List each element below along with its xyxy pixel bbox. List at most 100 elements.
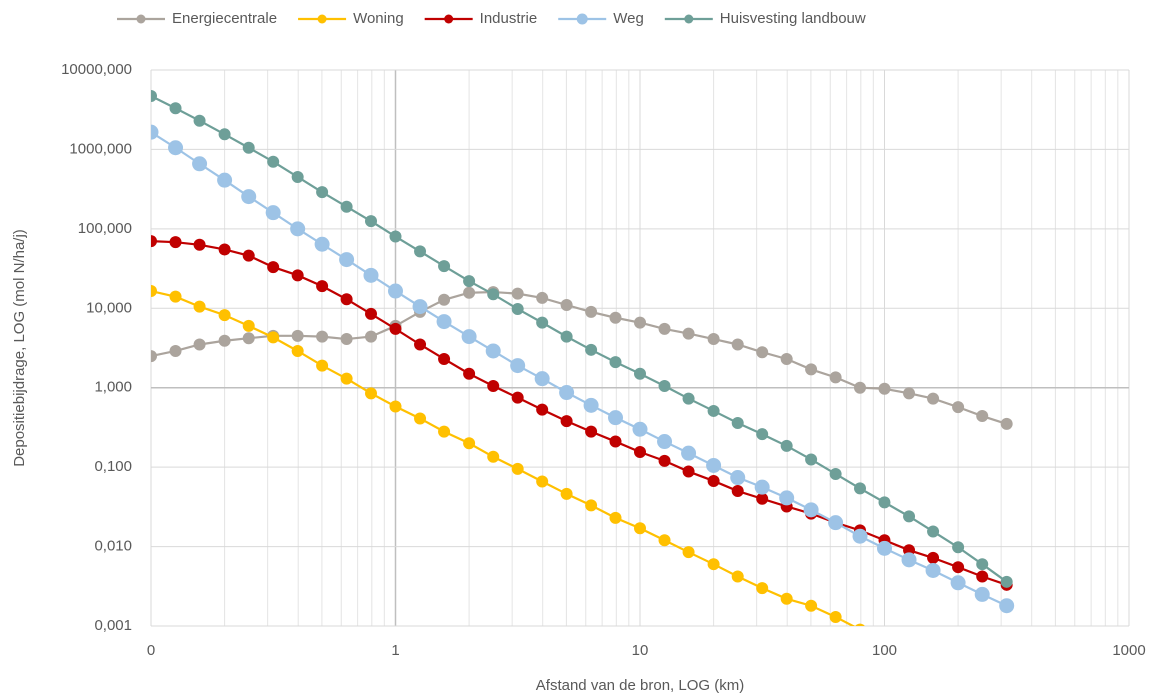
data-point [389, 322, 402, 335]
data-point [511, 287, 524, 300]
series-line [151, 131, 1008, 607]
data-point [706, 457, 722, 473]
data-point [682, 465, 695, 478]
data-point [242, 249, 255, 262]
data-point [805, 363, 818, 376]
y-tick-label: 10,000 [86, 299, 132, 316]
legend-marker [444, 14, 454, 24]
data-point [487, 288, 500, 301]
data-point [1000, 417, 1013, 430]
data-point [193, 238, 206, 251]
data-point [291, 269, 304, 282]
data-point [536, 475, 549, 488]
data-point [511, 391, 524, 404]
data-point [463, 437, 476, 450]
data-point [855, 623, 865, 626]
data-point [976, 558, 989, 571]
y-tick-label: 10000,000 [61, 61, 132, 78]
data-point [756, 582, 769, 595]
x-tick-label: 0 [147, 642, 155, 659]
data-point [609, 356, 622, 369]
data-point [414, 338, 427, 351]
data-point [463, 367, 476, 380]
data-point [314, 236, 330, 252]
data-point [365, 387, 378, 400]
data-point [730, 470, 746, 486]
data-point [193, 300, 206, 313]
data-point [168, 140, 184, 156]
data-point [634, 446, 646, 459]
data-point [780, 439, 793, 452]
data-point [560, 298, 573, 311]
data-point [485, 343, 501, 359]
data-point [852, 528, 868, 544]
data-point [463, 275, 476, 288]
data-point [316, 359, 329, 372]
data-point [854, 381, 867, 394]
data-point [151, 235, 157, 248]
data-point [927, 551, 940, 564]
data-point [901, 552, 917, 568]
data-point [487, 450, 500, 463]
data-point [291, 170, 304, 183]
data-point [536, 316, 549, 329]
series-line [151, 240, 1008, 586]
data-point [780, 352, 793, 365]
legend-label: Industrie [480, 10, 538, 27]
data-point [585, 499, 598, 512]
data-point [976, 410, 989, 423]
x-tick-label: 1000 [1112, 642, 1145, 659]
data-point [803, 502, 819, 518]
data-point [754, 479, 770, 495]
data-point [974, 586, 990, 602]
x-tick-label: 1 [391, 642, 399, 659]
data-point [267, 261, 280, 274]
data-point [609, 435, 622, 448]
data-point [925, 562, 941, 578]
data-point [363, 267, 379, 283]
data-point [756, 346, 769, 359]
y-tick-label: 1,000 [94, 379, 132, 396]
data-point [436, 314, 452, 330]
data-point [316, 330, 329, 343]
data-point [242, 332, 255, 345]
data-point [950, 575, 966, 591]
data-point [290, 221, 306, 237]
data-point [291, 344, 304, 357]
data-point [878, 496, 891, 509]
data-point [634, 367, 646, 380]
data-point [242, 141, 255, 154]
data-point [682, 327, 695, 340]
x-tick-label: 10 [632, 642, 649, 659]
data-point [854, 482, 867, 495]
data-point [365, 215, 378, 228]
data-point [267, 155, 280, 168]
data-point [878, 382, 891, 395]
y-tick-label: 0,100 [94, 458, 132, 475]
data-point [536, 403, 549, 416]
data-point [169, 102, 182, 115]
legend-marker [576, 13, 588, 25]
data-point [707, 404, 720, 417]
data-point [805, 453, 818, 466]
legend-marker [317, 14, 327, 24]
legend-marker [136, 14, 146, 24]
data-point [339, 252, 355, 268]
data-point [192, 156, 208, 172]
data-point [218, 128, 231, 141]
data-point [365, 307, 378, 320]
data-point [1000, 575, 1013, 588]
data-point [658, 322, 671, 335]
data-point [414, 245, 427, 258]
legend: Energiecentrale Woning Industrie Weg Huisves… [117, 10, 866, 27]
data-point [560, 487, 573, 500]
data-point [438, 425, 451, 438]
data-point [585, 343, 598, 356]
data-point [560, 415, 573, 428]
data-point [903, 387, 916, 400]
data-point [438, 352, 451, 365]
data-point [829, 371, 842, 384]
data-point [927, 392, 940, 405]
data-point [487, 380, 500, 393]
